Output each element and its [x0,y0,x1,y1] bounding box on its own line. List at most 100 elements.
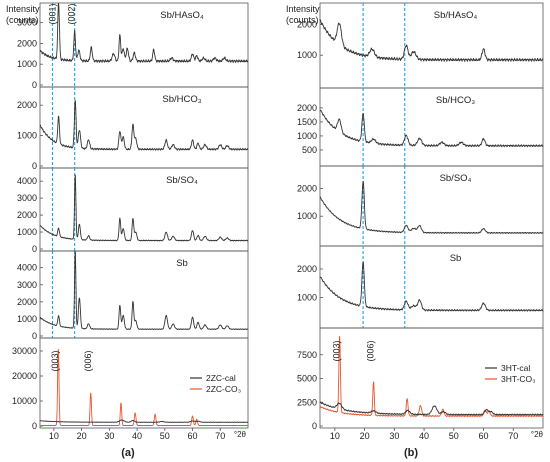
panel-b-1: 1000 2000 Sb/HAsO₄ [297,2,544,89]
panel-b-5-xtick-label: 70 [508,431,518,441]
panel-b-5-xtick-label: 30 [389,431,399,441]
panel-a-2-ytick-label: 2000 [17,100,37,110]
panel-a-4-series-pattern-line [39,250,249,331]
panel-b-5-xtick-label: 50 [449,431,459,441]
panel-b-4-ytick-label: 1000 [297,292,317,302]
panel-a-5-series-2ZC-cal-line [39,419,249,423]
panel-a-5-xtick-label: 70 [215,431,225,441]
panel-b-1-ytick-label: 2000 [297,19,317,29]
panel-b-2-ytick-label: 1500 [297,117,317,127]
panel-b-1-series-pattern-line [319,19,544,62]
panel-b-5-legend-label: 3HT-CO₃ [501,374,536,384]
panel-a-1: 0 1000 2000 3000 Sb/HAsO₄ (001) (002) [17,2,249,90]
panel-a-4-ytick-label: 2000 [17,297,37,307]
panel-b-5-frame [319,327,544,429]
panel-a-5-legend-label: 2ZC-CO₃ [206,384,241,394]
panel-b-3-ytick-label: 2000 [297,183,317,193]
panel-a-4-ytick-label: 1000 [17,314,37,324]
panel-b-5-xtick-label: 40 [419,431,429,441]
panel-a-1-ytick-label: 3000 [17,18,37,28]
panel-b-1-frame [319,2,544,89]
panel-b-1-ytick-label: 1000 [297,50,317,60]
panel-a-2-series-pattern-line [39,100,249,151]
panel-a-2: 0 1000 2000 Sb/HCO₃ [17,86,249,171]
panel-b-4: 1000 2000 Sb [297,245,544,329]
panel-b-5-xtick-label: 10 [330,431,340,441]
panel-a-2-ytick-label: 0 [32,161,37,171]
panel-b-5-annotation: (003) [331,340,341,361]
x-axis-unit-b: °2θ [531,430,544,439]
panel-b-4-series-pattern-line [319,261,544,312]
panel-b-4-frame [319,245,544,329]
panel-b-3-ytick-label: 1000 [297,211,317,221]
panel-a-3-ytick-label: 3000 [17,193,37,203]
panel-a-4-ytick-label: 4000 [17,263,37,273]
panel-a-4-frame [39,250,249,339]
panel-a-3: 0 1000 2000 3000 4000 Sb/SO₄ [17,167,249,254]
panel-b-1-title: Sb/HAsO₄ [434,10,478,21]
panel-b-2-ytick-label: 500 [302,145,317,155]
panel-a-5-ytick-label: 30000 [12,346,37,356]
panel-b-5-xtick-label: 20 [360,431,370,441]
panel-a-5-legend-label: 2ZC-cal [206,373,236,383]
panel-a-5-xtick-label: 20 [77,431,87,441]
panel-a-5-ytick-label: 0 [32,421,37,431]
panel-a-5-annotation: (003) [50,350,60,371]
panel-a-5-frame [39,337,249,429]
panel-a-2-frame [39,86,249,169]
panel-b-3-series-pattern-line [319,180,544,234]
panel-a-5-xtick-label: 40 [132,431,142,441]
panel-a-3-ytick-label: 0 [32,244,37,254]
panel-a-4: 0 1000 2000 3000 4000 Sb [17,250,249,341]
panel-b-3-title: Sb/SO₄ [440,173,472,184]
panel-a-4-ytick-label: 0 [32,331,37,341]
panel-a-3-ytick-label: 1000 [17,227,37,237]
panel-a-4-title: Sb [176,258,188,269]
panel-a-1-series-pattern-line [39,2,249,63]
panel-a-3-ytick-label: 2000 [17,210,37,220]
panel-a-3-title: Sb/SO₄ [166,175,198,186]
panel-b-2-series-pattern-line [319,109,544,148]
panel-b-5-ytick-label: 5000 [297,374,317,384]
panel-a-1-annotation: (002) [67,3,77,24]
panel-b-2-ytick-label: 2000 [297,103,317,113]
panel-b-5-series-3HT-cal-line [319,401,544,416]
panel-b-4-title: Sb [450,253,462,264]
panel-a-5-annotation: (006) [83,350,93,371]
panel-b-3: 1000 2000 Sb/SO₄ [297,165,544,247]
panel-a-1-ytick-label: 0 [32,80,37,90]
panel-a-4-ytick-label: 3000 [17,280,37,290]
panel-b-5-ytick-label: 2500 [297,397,317,407]
panel-b-5-legend-label: 3HT-cal [501,363,530,373]
caption-a: (a) [121,447,135,459]
y-axis-label-a-line2: (counts) [6,15,39,25]
panel-b-5-series-3HT-CO--line [319,335,544,418]
panel-a-5-ytick-label: 20000 [12,371,37,381]
panel-a-2-ytick-label: 1000 [17,131,37,141]
panel-a-5-xtick-label: 30 [104,431,114,441]
panel-b-5-ytick-label: 7500 [297,350,317,360]
panel-a-1-ytick-label: 1000 [17,59,37,69]
panel-a-5-xtick-label: 50 [160,431,170,441]
caption-b: (b) [404,447,418,459]
panel-a-1-annotation: (001) [47,3,57,24]
panel-a-5-xtick-label: 60 [188,431,198,441]
panel-a-1-ytick-label: 2000 [17,38,37,48]
y-axis-label-b-line1: Intensity [286,4,320,14]
panel-a-1-title: Sb/HAsO₄ [160,10,204,21]
panel-b-2: 500 1000 1500 2000 Sb/HCO₃ [297,87,544,167]
panel-b-2-frame [319,87,544,167]
y-axis-label-b-line2: (counts) [286,15,319,25]
panel-b-3-frame [319,165,544,247]
panel-a-5-series-2ZC-CO--line [39,348,249,426]
panel-a-5: 0 10000 20000 30000 (003) (006) 2ZC-cal2ZC-CO₃… [12,337,249,441]
panel-b-2-title: Sb/HCO₃ [436,95,475,106]
panel-b-5-xtick-label: 60 [479,431,489,441]
panel-a-2-title: Sb/HCO₃ [162,94,201,105]
panel-a-5-xtick-label: 10 [49,431,59,441]
panel-a-5-ytick-label: 10000 [12,396,37,406]
panel-b-5-ytick-label: 0 [312,421,317,431]
